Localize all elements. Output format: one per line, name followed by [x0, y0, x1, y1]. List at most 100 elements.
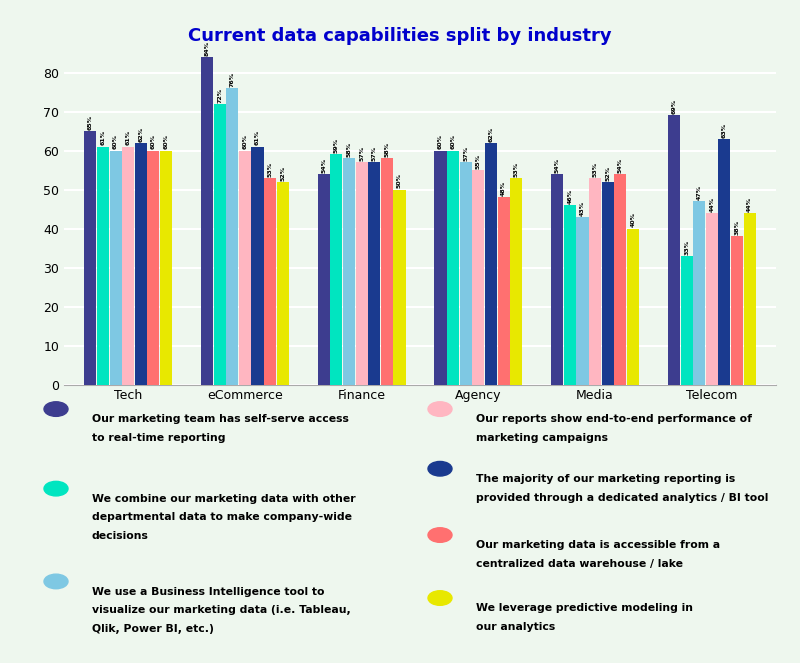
Text: Our marketing data is accessible from a: Our marketing data is accessible from a	[476, 540, 720, 550]
Text: 52%: 52%	[605, 166, 610, 180]
Text: visualize our marketing data (i.e. Tableau,: visualize our marketing data (i.e. Table…	[92, 605, 350, 615]
Bar	[355, 162, 368, 385]
Bar	[134, 143, 147, 385]
Text: 44%: 44%	[747, 197, 752, 211]
Text: 59%: 59%	[334, 138, 339, 153]
Bar	[381, 158, 393, 385]
Text: 54%: 54%	[618, 158, 622, 173]
Text: 46%: 46%	[567, 189, 572, 204]
Bar	[264, 178, 276, 385]
Bar	[330, 154, 342, 385]
Text: 60%: 60%	[113, 135, 118, 149]
Text: 58%: 58%	[346, 142, 351, 157]
Text: 60%: 60%	[242, 135, 247, 149]
Bar	[706, 213, 718, 385]
Text: to real-time reporting: to real-time reporting	[92, 433, 226, 443]
Text: marketing campaigns: marketing campaigns	[476, 433, 608, 443]
Bar	[510, 178, 522, 385]
Text: decisions: decisions	[92, 531, 149, 541]
Bar	[251, 147, 263, 385]
Text: 72%: 72%	[218, 88, 222, 103]
Bar	[84, 131, 97, 385]
Text: 53%: 53%	[268, 162, 273, 176]
Text: 43%: 43%	[580, 200, 585, 215]
Bar	[718, 139, 730, 385]
Text: 84%: 84%	[205, 40, 210, 56]
Bar	[472, 170, 485, 385]
Bar	[277, 182, 289, 385]
Bar	[394, 190, 406, 385]
Text: 44%: 44%	[710, 197, 714, 211]
Text: 54%: 54%	[554, 158, 560, 173]
Text: 53%: 53%	[514, 162, 518, 176]
Text: We use a Business Intelligence tool to: We use a Business Intelligence tool to	[92, 587, 325, 597]
Text: 48%: 48%	[501, 181, 506, 196]
Text: Qlik, Power BI, etc.): Qlik, Power BI, etc.)	[92, 624, 214, 634]
Text: 61%: 61%	[126, 131, 130, 145]
Bar	[434, 151, 446, 385]
Bar	[460, 162, 472, 385]
Text: 61%: 61%	[255, 131, 260, 145]
Text: 69%: 69%	[671, 99, 677, 114]
Text: We leverage predictive modeling in: We leverage predictive modeling in	[476, 603, 693, 613]
Text: 53%: 53%	[593, 162, 598, 176]
Bar	[368, 162, 380, 385]
Bar	[551, 174, 563, 385]
Text: 50%: 50%	[397, 173, 402, 188]
Text: centralized data warehouse / lake: centralized data warehouse / lake	[476, 559, 683, 569]
Text: 33%: 33%	[684, 239, 689, 255]
Bar	[226, 88, 238, 385]
Bar	[214, 103, 226, 385]
Bar	[147, 151, 159, 385]
Bar	[239, 151, 251, 385]
Bar	[160, 151, 172, 385]
Bar	[602, 182, 614, 385]
Text: 55%: 55%	[476, 154, 481, 169]
Bar	[731, 236, 743, 385]
Text: provided through a dedicated analytics / BI tool: provided through a dedicated analytics /…	[476, 493, 768, 503]
Bar	[681, 256, 693, 385]
Bar	[447, 151, 459, 385]
Text: We combine our marketing data with other: We combine our marketing data with other	[92, 494, 356, 504]
Text: 47%: 47%	[697, 185, 702, 200]
Text: departmental data to make company-wide: departmental data to make company-wide	[92, 512, 352, 522]
Text: 62%: 62%	[138, 127, 143, 142]
Text: 76%: 76%	[230, 72, 235, 87]
Bar	[318, 174, 330, 385]
Text: 57%: 57%	[463, 146, 468, 161]
Bar	[693, 202, 706, 385]
Text: 60%: 60%	[151, 135, 156, 149]
Text: 57%: 57%	[372, 146, 377, 161]
Text: 60%: 60%	[163, 135, 169, 149]
Bar	[614, 174, 626, 385]
Text: 62%: 62%	[489, 127, 494, 142]
Text: 57%: 57%	[359, 146, 364, 161]
Text: 60%: 60%	[450, 135, 456, 149]
Text: 54%: 54%	[322, 158, 326, 173]
Text: our analytics: our analytics	[476, 622, 555, 632]
Bar	[627, 229, 639, 385]
Bar	[564, 205, 576, 385]
Bar	[589, 178, 601, 385]
Text: 60%: 60%	[438, 135, 443, 149]
Text: Our marketing team has self-serve access: Our marketing team has self-serve access	[92, 414, 349, 424]
Text: The majority of our marketing reporting is: The majority of our marketing reporting …	[476, 474, 735, 484]
Text: Our reports show end-to-end performance of: Our reports show end-to-end performance …	[476, 414, 752, 424]
Bar	[343, 158, 355, 385]
Text: Current data capabilities split by industry: Current data capabilities split by indus…	[188, 27, 612, 46]
Text: 63%: 63%	[722, 123, 727, 138]
Bar	[485, 143, 497, 385]
Text: 58%: 58%	[384, 142, 390, 157]
Text: 61%: 61%	[101, 131, 106, 145]
Bar	[97, 147, 109, 385]
Bar	[668, 115, 680, 385]
Bar	[122, 147, 134, 385]
Bar	[110, 151, 122, 385]
Bar	[201, 57, 213, 385]
Text: 40%: 40%	[630, 212, 635, 227]
Bar	[743, 213, 756, 385]
Text: 65%: 65%	[88, 115, 93, 130]
Bar	[498, 198, 510, 385]
Text: 52%: 52%	[280, 166, 286, 180]
Text: 38%: 38%	[734, 220, 739, 235]
